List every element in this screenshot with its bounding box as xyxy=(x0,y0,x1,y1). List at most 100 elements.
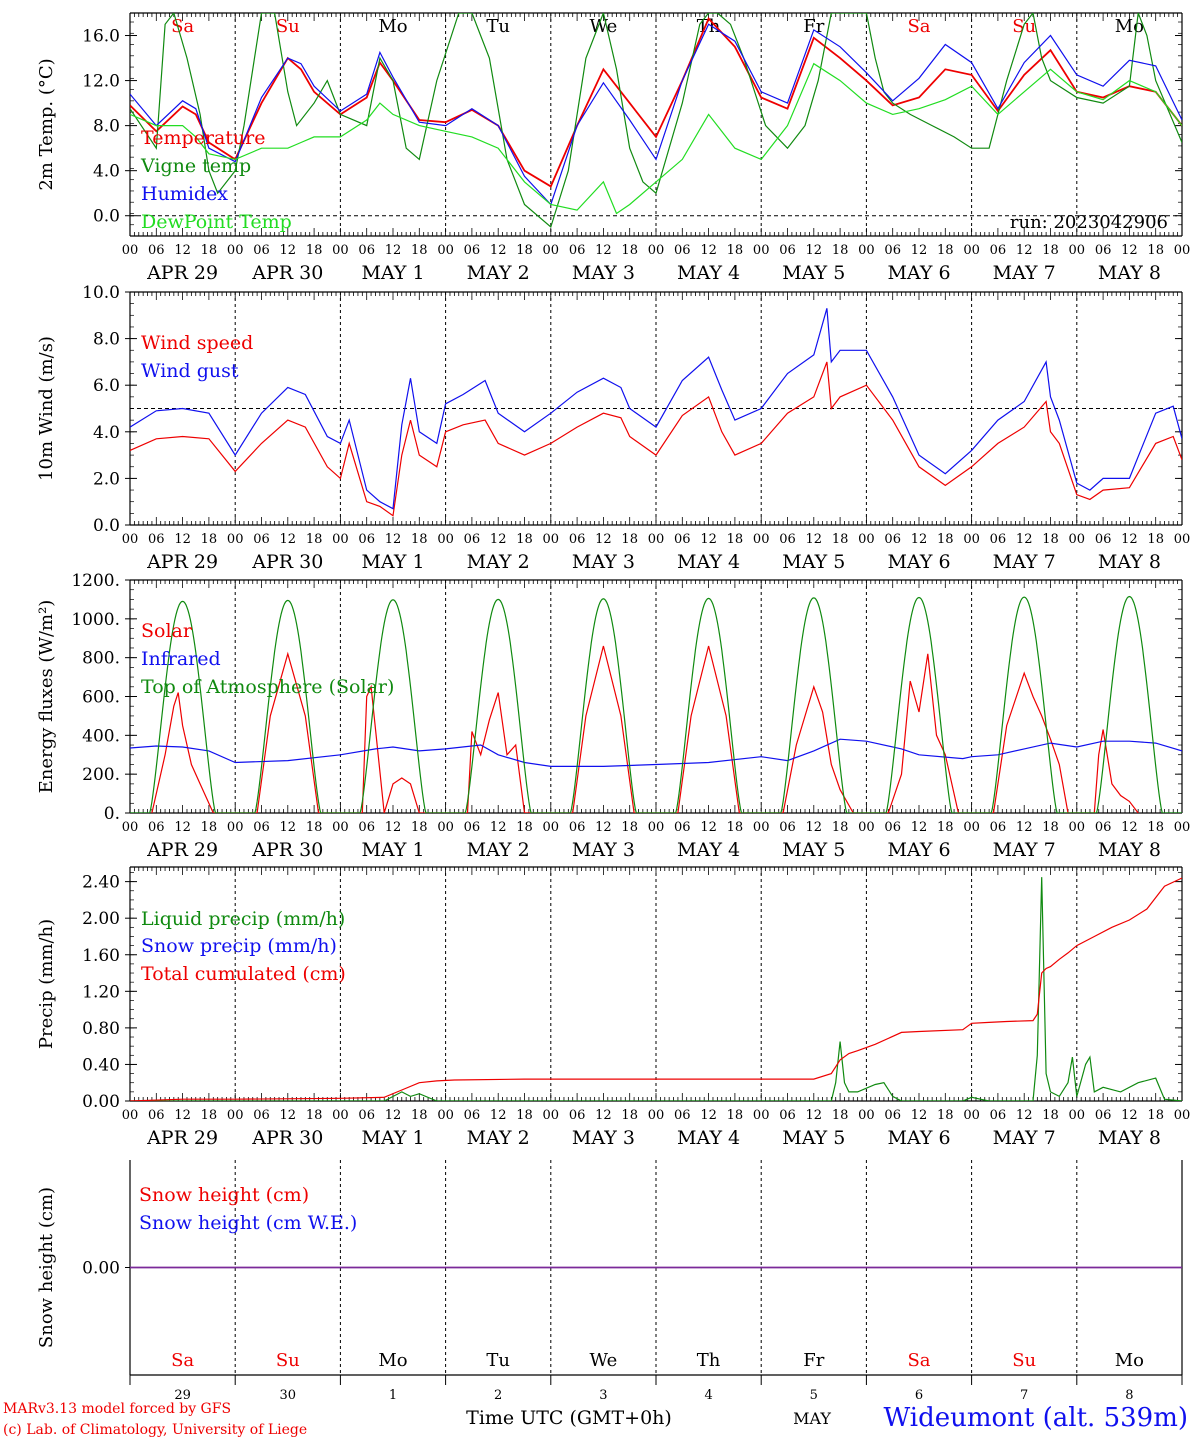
footer-credit: (c) Lab. of Climatology, University of L… xyxy=(3,1422,307,1438)
weekday-label: Mo xyxy=(1115,16,1144,37)
y-axis-label: 2m Temp. (°C) xyxy=(36,58,57,190)
hour-tick-label: 18 xyxy=(1147,243,1164,258)
hour-tick-label: 00 xyxy=(753,532,770,547)
hour-tick-label: 12 xyxy=(700,243,717,258)
station-label: Wideumont (alt. 539m) xyxy=(884,1403,1188,1433)
date-label: MAY 5 xyxy=(782,551,845,573)
weekday-label: Sa xyxy=(907,1350,930,1371)
hour-tick-label: 06 xyxy=(253,820,270,835)
run-annotation: run: 2023042906 xyxy=(1010,212,1168,233)
hour-tick-label: 12 xyxy=(911,532,928,547)
hour-tick-label: 00 xyxy=(753,820,770,835)
weekday-label: Mo xyxy=(378,1350,407,1371)
hour-tick-label: 06 xyxy=(990,1108,1007,1123)
hour-tick-label: 06 xyxy=(464,243,481,258)
toa-solar-line xyxy=(445,598,551,813)
hour-tick-label: 00 xyxy=(437,532,454,547)
liquid-precip-mm-h-line xyxy=(130,877,1182,1101)
hour-tick-label: 12 xyxy=(1121,532,1138,547)
hour-tick-label: 00 xyxy=(1069,243,1086,258)
legend-entry: Temperature xyxy=(141,127,265,149)
hour-tick-label: 00 xyxy=(753,1108,770,1123)
toa-solar-line xyxy=(130,600,236,813)
y-axis-label: Energy fluxes (W/m²) xyxy=(36,600,57,794)
hour-tick-label: 00 xyxy=(437,820,454,835)
hour-tick-label: 00 xyxy=(963,820,980,835)
hour-tick-label: 06 xyxy=(884,1108,901,1123)
hour-tick-label: 06 xyxy=(884,243,901,258)
hour-tick-label: 12 xyxy=(911,820,928,835)
legend-entry: Vigne temp xyxy=(140,155,251,177)
hour-tick-label: 00 xyxy=(227,243,244,258)
hour-tick-label: 18 xyxy=(306,820,323,835)
toa-solar-line xyxy=(971,596,1077,813)
toa-solar-line xyxy=(550,598,656,813)
hour-tick-label: 00 xyxy=(332,532,349,547)
date-label: MAY 7 xyxy=(993,262,1056,284)
hour-tick-label: 12 xyxy=(280,1108,297,1123)
hour-tick-label: 18 xyxy=(201,243,218,258)
hour-tick-label: 12 xyxy=(174,243,191,258)
hour-tick-label: 06 xyxy=(990,243,1007,258)
hour-tick-label: 18 xyxy=(201,1108,218,1123)
hour-tick-label: 00 xyxy=(227,1108,244,1123)
hour-tick-label: 18 xyxy=(516,243,533,258)
hour-tick-label: 12 xyxy=(490,820,507,835)
weekday-label: Tu xyxy=(486,16,510,37)
hour-tick-label: 06 xyxy=(779,532,796,547)
toa-solar-line xyxy=(761,597,867,813)
hour-tick-label: 12 xyxy=(385,1108,402,1123)
hour-tick-label: 00 xyxy=(858,532,875,547)
weekday-label: Mo xyxy=(1115,1350,1144,1371)
hour-tick-label: 06 xyxy=(569,820,586,835)
hour-tick-label: 06 xyxy=(148,243,165,258)
hour-tick-label: 18 xyxy=(727,532,744,547)
date-label: MAY 8 xyxy=(1098,262,1161,284)
date-label: MAY 3 xyxy=(572,551,635,573)
humidex-line xyxy=(130,23,1182,206)
hour-tick-label: 18 xyxy=(727,243,744,258)
date-label: MAY 3 xyxy=(572,262,635,284)
date-label: APR 29 xyxy=(146,262,218,284)
hour-tick-label: 00 xyxy=(1174,532,1191,547)
hour-tick-label: 06 xyxy=(148,532,165,547)
y-tick-label: 0. xyxy=(104,804,120,824)
date-label: APR 29 xyxy=(146,1127,218,1149)
date-label: APR 30 xyxy=(251,262,323,284)
temperature-line xyxy=(130,16,1182,188)
date-label: MAY 8 xyxy=(1098,551,1161,573)
weekday-label: Sa xyxy=(907,16,930,37)
hour-tick-label: 00 xyxy=(122,1108,139,1123)
hour-tick-label: 12 xyxy=(385,820,402,835)
date-label: APR 30 xyxy=(251,551,323,573)
day-number-label: 7 xyxy=(1020,1388,1028,1403)
toa-solar-line xyxy=(656,597,762,813)
hour-tick-label: 12 xyxy=(1121,1108,1138,1123)
hour-tick-label: 06 xyxy=(884,532,901,547)
hour-tick-label: 06 xyxy=(253,1108,270,1123)
hour-tick-label: 00 xyxy=(543,532,560,547)
date-label: MAY 1 xyxy=(361,551,424,573)
hour-tick-label: 18 xyxy=(832,820,849,835)
total-cumulated-cm-line xyxy=(130,877,1182,1101)
day-number-label: 2 xyxy=(494,1388,502,1403)
legend-entry: Snow precip (mm/h) xyxy=(141,935,337,957)
date-label: MAY 6 xyxy=(887,551,950,573)
hour-tick-label: 12 xyxy=(174,532,191,547)
y-tick-label: 4.0 xyxy=(93,423,120,443)
hour-tick-label: 18 xyxy=(1042,243,1059,258)
date-label: MAY 6 xyxy=(887,1127,950,1149)
hour-tick-label: 12 xyxy=(385,532,402,547)
hour-tick-label: 06 xyxy=(464,1108,481,1123)
hour-tick-label: 18 xyxy=(1042,532,1059,547)
date-label: MAY 1 xyxy=(361,262,424,284)
day-number-label: 4 xyxy=(704,1388,712,1403)
hour-tick-label: 06 xyxy=(779,1108,796,1123)
hour-tick-label: 18 xyxy=(516,532,533,547)
hour-tick-label: 00 xyxy=(122,243,139,258)
hour-tick-label: 18 xyxy=(306,243,323,258)
y-tick-label: 8.0 xyxy=(93,117,120,137)
y-tick-label: 0.0 xyxy=(93,207,120,227)
hour-tick-label: 00 xyxy=(1174,820,1191,835)
y-tick-label: 16.0 xyxy=(82,27,120,47)
